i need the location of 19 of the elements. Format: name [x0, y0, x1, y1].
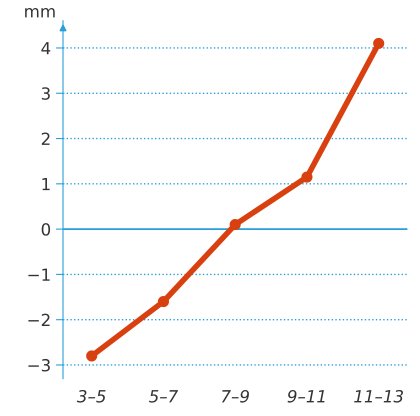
x-tick-label: 11–13: [354, 390, 403, 403]
y-tick-label: 3: [42, 87, 50, 100]
y-tick-label: −2: [28, 314, 50, 326]
y-tick-label: 0: [42, 223, 50, 236]
y-tick-label: −3: [28, 358, 50, 372]
x-tick-label: 9–11: [288, 390, 324, 403]
y-tick-label: 4: [41, 42, 50, 54]
y-tick-label: 1: [42, 178, 50, 190]
y-axis-title: mm: [25, 8, 55, 18]
point: [373, 38, 384, 49]
x-tick-label: 3–5: [76, 390, 106, 403]
y-tick-label: 2: [42, 132, 50, 145]
x-tick-label: 7–9: [222, 390, 249, 403]
point: [301, 171, 313, 183]
point: [158, 296, 170, 308]
point: [86, 350, 98, 362]
point: [230, 219, 241, 230]
y-tick-label: −1: [28, 268, 50, 281]
x-tick-label: 5–7: [149, 390, 178, 403]
